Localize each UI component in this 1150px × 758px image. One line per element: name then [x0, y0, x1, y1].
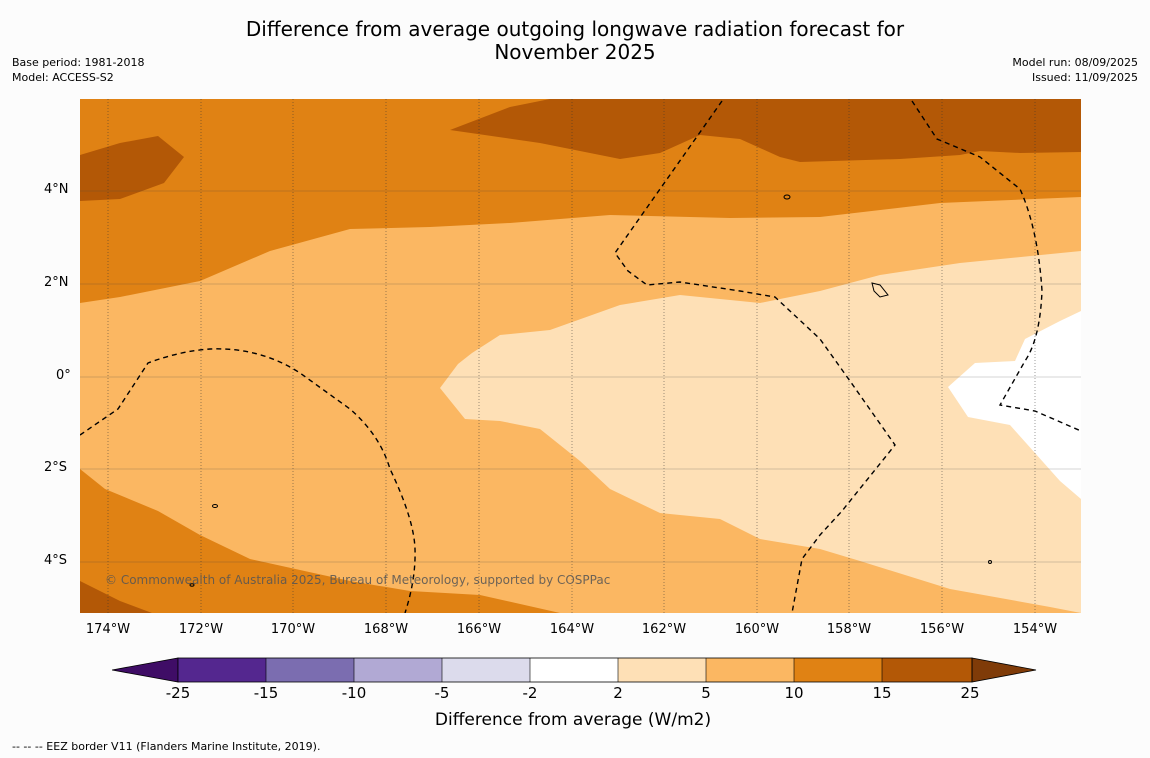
colorbar-bin-9 — [882, 658, 972, 682]
title-line-2: November 2025 — [494, 40, 656, 64]
lon-label-174w: 174°W — [85, 622, 131, 637]
model-run-text: Model run: 08/09/2025 — [1012, 56, 1138, 69]
colorbar-bin-5 — [530, 658, 618, 682]
band-15-25-north-east — [450, 99, 1081, 162]
colorbar-bin-3 — [354, 658, 442, 682]
colorbar-tick-25: 25 — [960, 684, 980, 702]
colorbar-tick-minus25: -25 — [165, 684, 191, 702]
colorbar-label: Difference from average (W/m2) — [434, 710, 712, 730]
colorbar-tick-minus15: -15 — [253, 684, 279, 702]
eez-border — [80, 100, 1081, 613]
model-info: Base period: 1981-2018 Model: ACCESS-S2 — [12, 55, 144, 85]
lon-label-156w: 156°W — [919, 622, 965, 637]
copyright-text: © Commonwealth of Australia 2025, Bureau… — [105, 573, 610, 587]
lon-label-164w: 164°W — [549, 622, 595, 637]
issued-date-text: Issued: 11/09/2025 — [1031, 71, 1138, 84]
lat-label-2n: 2°N — [44, 275, 69, 290]
band-minus2-2 — [948, 311, 1081, 499]
lon-label-168w: 168°W — [363, 622, 409, 637]
graticule-latitude — [80, 190, 1081, 563]
colorbar-bin-8 — [794, 658, 882, 682]
lon-label-162w: 162°W — [641, 622, 687, 637]
lon-label-166w: 166°W — [456, 622, 502, 637]
lon-label-172w: 172°W — [178, 622, 224, 637]
colorbar-tick-minus10: -10 — [341, 684, 367, 702]
colorbar-tick-minus5: -5 — [434, 684, 450, 702]
lon-label-160w: 160°W — [734, 622, 780, 637]
eez-footnote: -- -- -- EEZ border V11 (Flanders Marine… — [12, 740, 321, 753]
islands — [189, 194, 992, 587]
colorbar-bin-2 — [266, 658, 354, 682]
lon-label-154w: 154°W — [1012, 622, 1058, 637]
map-title: Difference from average outgoing longwav… — [0, 18, 1150, 64]
colorbar — [112, 657, 1037, 683]
band-15-25-south-west — [80, 581, 152, 613]
colorbar-extend-high — [971, 657, 1037, 683]
lat-label-4s: 4°S — [44, 553, 68, 568]
base-period-text: Base period: 1981-2018 — [12, 56, 145, 69]
title-line-1: Difference from average outgoing longwav… — [245, 17, 905, 41]
lon-label-158w: 158°W — [826, 622, 872, 637]
lon-label-170w: 170°W — [270, 622, 316, 637]
colorbar-tick-2: 2 — [613, 684, 623, 702]
colorbar-tick-15: 15 — [872, 684, 892, 702]
band-2-5 — [440, 251, 1081, 613]
lat-label-0: 0° — [56, 368, 71, 383]
anomaly-map: © Commonwealth of Australia 2025, Bureau… — [80, 99, 1081, 613]
colorbar-tick-10: 10 — [784, 684, 804, 702]
colorbar-tick-minus2: -2 — [522, 684, 538, 702]
band-15-25-north-west — [80, 136, 184, 201]
colorbar-frame — [177, 657, 973, 683]
run-info: Model run: 08/09/2025 Issued: 11/09/2025 — [1012, 55, 1138, 85]
colorbar-tick-5: 5 — [701, 684, 711, 702]
colorbar-bin-1 — [178, 658, 266, 682]
colorbar-bin-6 — [618, 658, 706, 682]
lat-label-2s: 2°S — [44, 460, 68, 475]
colorbar-bin-7 — [706, 658, 794, 682]
lat-label-4n: 4°N — [44, 182, 69, 197]
colorbar-bin-4 — [442, 658, 530, 682]
colorbar-extend-low — [112, 657, 179, 683]
model-name-text: Model: ACCESS-S2 — [12, 71, 114, 84]
